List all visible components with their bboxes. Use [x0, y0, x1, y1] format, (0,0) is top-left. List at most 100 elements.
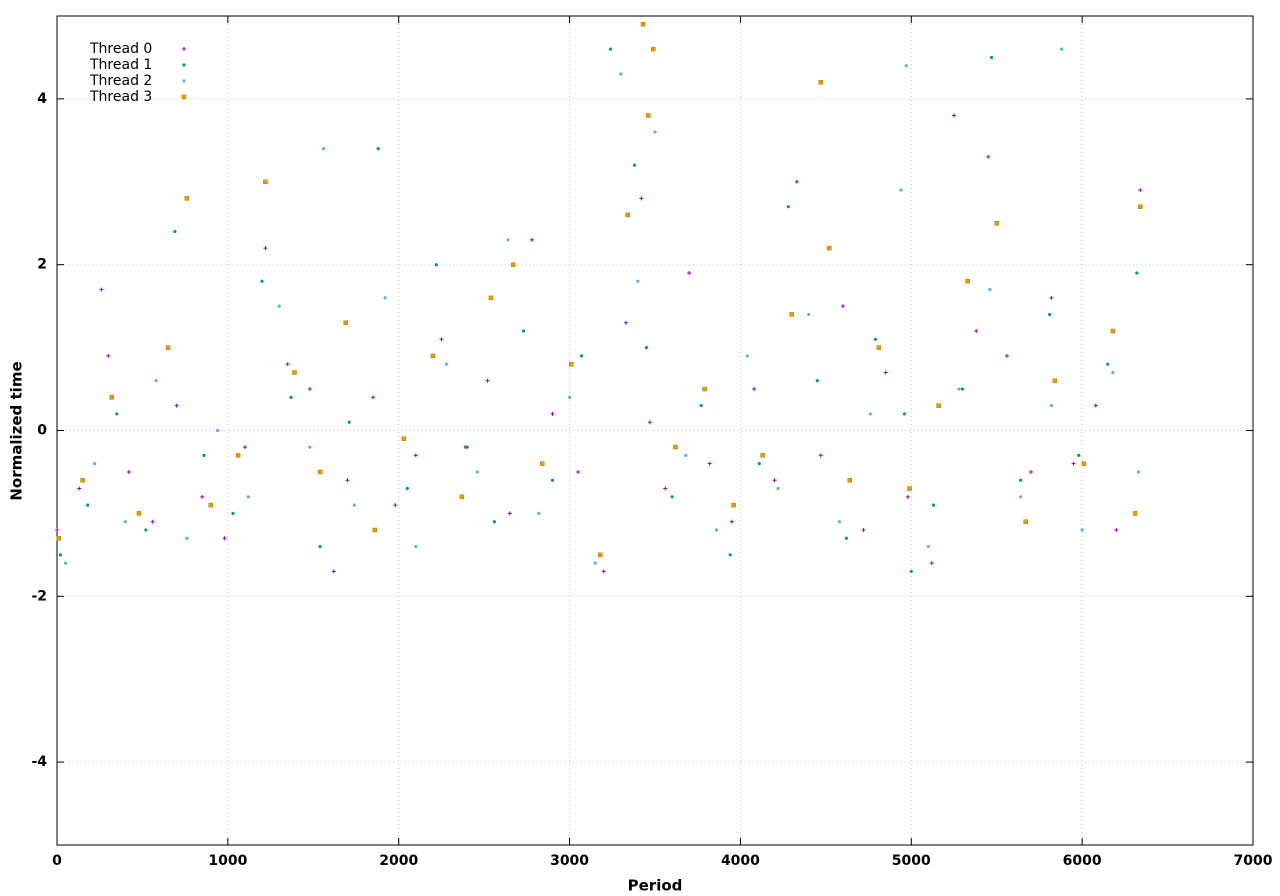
point [907, 486, 912, 491]
point [757, 462, 761, 466]
point [235, 453, 241, 458]
point [529, 237, 534, 242]
point [331, 569, 336, 574]
point [569, 361, 574, 367]
x-axis-title: Period [628, 877, 683, 895]
point [1077, 453, 1081, 457]
point [645, 113, 651, 118]
point [263, 179, 268, 185]
point [909, 569, 913, 574]
point [492, 520, 496, 524]
y-tick-label: -4 [31, 754, 47, 770]
point [957, 387, 961, 391]
point [246, 495, 250, 499]
legend-marker [182, 79, 186, 83]
point [818, 80, 823, 85]
point [601, 569, 606, 574]
point [714, 528, 719, 532]
point [873, 337, 878, 341]
point [521, 329, 526, 333]
point [965, 279, 970, 284]
point [644, 346, 649, 350]
point [1093, 403, 1098, 408]
point [184, 196, 190, 201]
point [619, 72, 623, 76]
point [952, 113, 956, 118]
point [413, 453, 418, 458]
point [507, 511, 512, 516]
point [1023, 519, 1029, 524]
point [208, 502, 214, 508]
point [707, 461, 712, 466]
point [289, 395, 293, 399]
point [899, 188, 903, 192]
point [1136, 470, 1141, 474]
point [567, 395, 572, 399]
point [731, 502, 736, 508]
point [861, 527, 866, 532]
point [77, 486, 82, 491]
point [372, 527, 378, 533]
point [702, 386, 707, 392]
point [625, 212, 630, 218]
point [994, 221, 999, 226]
legend-label: Thread 1 [89, 57, 152, 73]
point [752, 387, 757, 392]
point [988, 287, 992, 292]
point [550, 478, 555, 482]
point [56, 536, 61, 541]
point [115, 412, 119, 416]
point [837, 520, 842, 524]
point [165, 345, 171, 350]
point [1019, 495, 1023, 499]
point [1048, 312, 1052, 317]
x-tick-label: 1000 [208, 853, 247, 869]
point [99, 287, 104, 292]
point [929, 561, 934, 566]
point [1052, 378, 1058, 384]
point [510, 262, 516, 267]
point [632, 163, 637, 167]
point [684, 453, 688, 457]
point [729, 519, 734, 524]
point [636, 279, 640, 283]
point [405, 486, 409, 491]
point [200, 494, 205, 499]
point [277, 304, 281, 308]
legend-label: Thread 2 [89, 73, 152, 89]
point [1138, 188, 1143, 193]
point [936, 403, 941, 408]
point [760, 453, 765, 458]
point [434, 263, 438, 267]
point [608, 47, 613, 51]
point [58, 553, 63, 557]
point [1004, 353, 1009, 358]
point [844, 536, 848, 540]
point [623, 320, 628, 325]
point [308, 445, 312, 449]
point [439, 337, 444, 342]
legend-marker [182, 47, 186, 51]
point [136, 511, 142, 516]
point [868, 412, 872, 416]
y-tick-label: 0 [37, 423, 47, 439]
point [1071, 461, 1076, 466]
point [651, 46, 656, 52]
point [786, 205, 790, 209]
point [376, 147, 380, 151]
point [904, 64, 908, 68]
point [986, 154, 991, 159]
point [263, 246, 268, 251]
point [794, 179, 799, 184]
point [414, 544, 418, 549]
point [905, 494, 910, 499]
point [506, 238, 510, 242]
point [345, 478, 350, 483]
point [154, 379, 158, 383]
point [1049, 295, 1054, 300]
y-tick-label: 4 [37, 91, 47, 107]
point [1081, 461, 1087, 466]
point [1019, 478, 1023, 482]
point [1135, 271, 1139, 275]
